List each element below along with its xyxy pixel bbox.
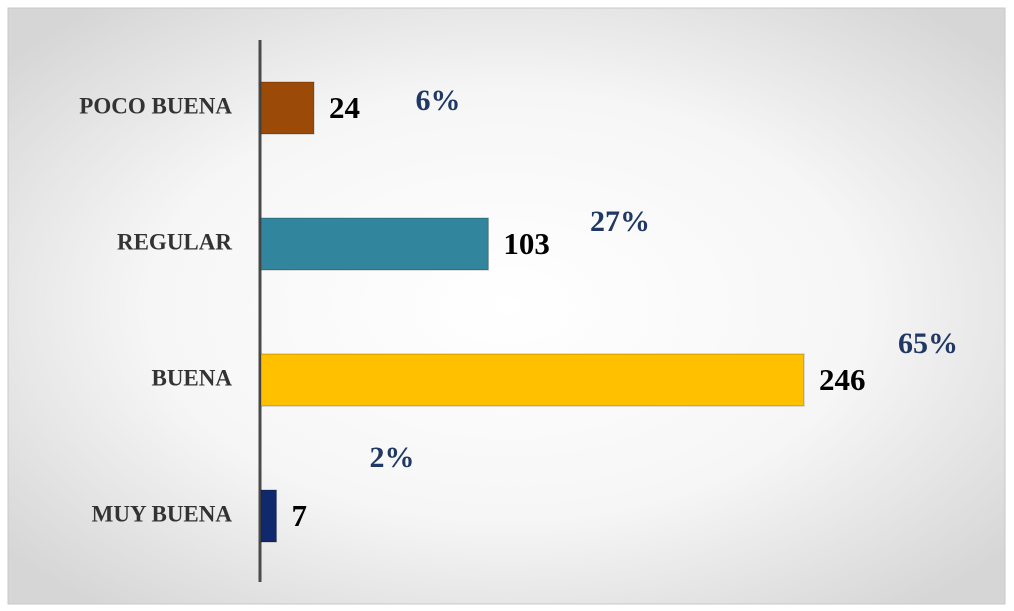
category-label: POCO BUENA xyxy=(79,93,232,118)
bar xyxy=(260,353,805,407)
category-label: MUY BUENA xyxy=(92,501,233,526)
chart-frame xyxy=(7,7,1006,605)
percentage-label: 65% xyxy=(898,327,958,360)
value-label: 246 xyxy=(819,362,866,397)
category-label: REGULAR xyxy=(117,229,232,254)
bar xyxy=(260,489,277,543)
value-label: 24 xyxy=(329,90,360,125)
bar xyxy=(260,81,315,135)
percentage-label: 2% xyxy=(370,441,415,474)
percentage-label: 6% xyxy=(416,84,461,117)
bar xyxy=(260,217,489,271)
value-label: 103 xyxy=(503,226,549,261)
percentage-label: 27% xyxy=(590,205,650,238)
value-label: 7 xyxy=(291,498,307,533)
category-label: BUENA xyxy=(151,365,232,390)
